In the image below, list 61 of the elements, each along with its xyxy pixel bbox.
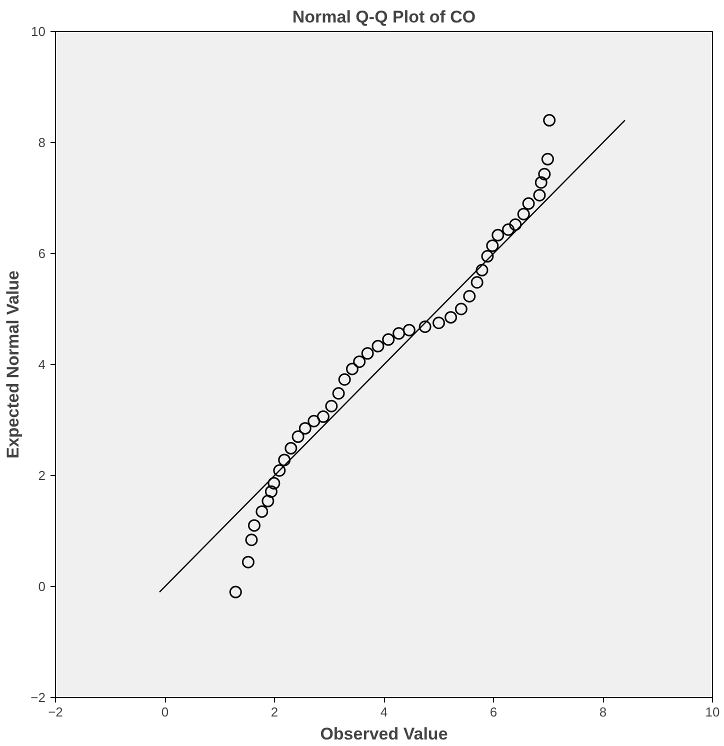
point [325,400,338,412]
y-tick-label: 2 [38,468,46,483]
point [476,264,488,276]
point [402,324,416,336]
x-axis-title: Observed Value [320,724,448,744]
point [273,464,286,477]
point [264,485,278,498]
y-tick-label: −2 [30,690,46,705]
x-tick-label: 6 [490,704,498,720]
point [256,505,268,518]
point [248,519,260,532]
point [392,327,406,340]
point [382,333,395,346]
y-tick-label: 0 [38,579,46,594]
point [262,494,274,508]
point [543,114,556,127]
y-tick-label: 10 [31,24,46,39]
point [522,197,535,210]
point [533,188,546,202]
point [492,228,504,242]
y-tick-label: 8 [38,135,46,150]
point [361,347,374,360]
x-tick-label: 8 [599,704,607,720]
x-tick-label: −2 [48,704,63,720]
point [534,176,548,189]
point [298,422,312,435]
chart-title: Normal Q-Q Plot of CO [292,8,476,26]
y-axis-title: Expected Normal Value [4,270,23,459]
point [332,387,345,400]
x-tick-label: 4 [380,704,388,720]
point [346,362,358,376]
point [242,556,254,568]
point [486,239,499,252]
point [268,477,280,490]
x-tick-label: 2 [270,704,278,720]
y-tick-label: 4 [38,357,46,372]
point [292,430,304,443]
point [517,208,530,220]
point [509,218,522,231]
point [316,410,330,423]
point [338,373,351,386]
point [541,152,554,166]
x-tick-label: 0 [161,704,169,720]
point [538,168,551,180]
point [353,355,366,368]
point [463,290,476,302]
y-tick-label: 6 [38,246,46,261]
point [278,454,291,466]
point [432,316,445,330]
point [308,414,320,428]
point [444,311,458,324]
point [418,320,432,333]
point [481,250,494,263]
point [372,340,384,352]
point [470,276,484,289]
point [284,442,298,455]
point [245,534,258,546]
x-tick-label: 10 [705,704,720,720]
point [502,223,515,236]
point [229,586,242,598]
point [454,302,468,316]
